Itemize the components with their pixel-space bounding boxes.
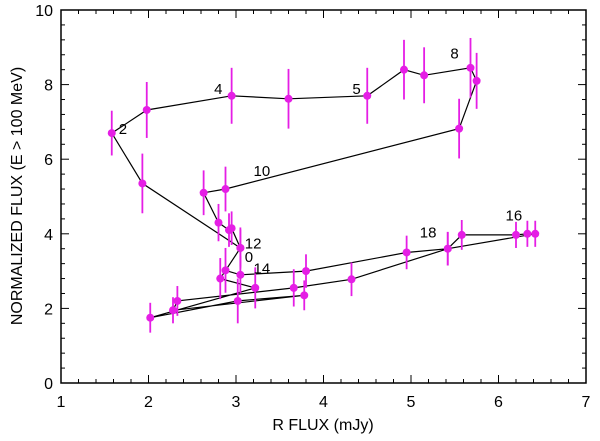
y-axis-title: NORMALIZED FLUX (E > 100 MeV) <box>9 67 26 325</box>
data-point <box>236 270 245 279</box>
data-point <box>173 296 182 305</box>
data-point <box>472 76 481 85</box>
data-point <box>512 230 520 239</box>
y-tick-label: 8 <box>44 78 53 95</box>
data-line <box>110 67 536 319</box>
data-point <box>400 65 408 74</box>
data-point <box>466 63 475 72</box>
data-point <box>221 185 230 194</box>
y-tick-label: 6 <box>44 152 53 169</box>
plot-frame <box>60 9 587 384</box>
data-point <box>523 229 532 238</box>
data-point <box>225 226 233 235</box>
point-annotation: 2 <box>119 121 127 138</box>
y-tick-label: 4 <box>44 227 53 244</box>
data-point <box>227 91 236 100</box>
x-tick-label: 3 <box>232 394 241 411</box>
point-annotation: 16 <box>506 208 523 225</box>
x-tick-label: 7 <box>582 394 591 411</box>
data-point <box>251 283 260 292</box>
x-tick-label: 1 <box>57 394 66 411</box>
data-point <box>216 274 225 283</box>
point-annotation: 4 <box>214 81 222 98</box>
x-tick-label: 2 <box>144 394 153 411</box>
data-point <box>531 229 540 238</box>
point-annotation: 18 <box>420 225 437 242</box>
data-point <box>233 296 242 305</box>
data-point <box>420 71 429 80</box>
y-tick-label: 2 <box>44 301 53 318</box>
axis-ticks <box>60 9 587 384</box>
data-point <box>300 291 309 300</box>
data-points <box>107 63 540 322</box>
point-annotation: 14 <box>254 261 271 278</box>
x-tick-label: 4 <box>319 394 328 411</box>
x-axis-title: R FLUX (mJy) <box>272 417 373 434</box>
data-point <box>284 94 293 103</box>
point-annotation: 0 <box>245 249 253 266</box>
x-tick-label: 6 <box>494 394 503 411</box>
x-tick-labels: 1 2 3 4 5 6 7 <box>57 394 591 411</box>
data-point <box>199 188 208 197</box>
data-point <box>107 129 116 138</box>
x-tick-label: 5 <box>407 394 416 411</box>
data-point <box>169 306 177 315</box>
data-point <box>138 179 147 188</box>
data-point <box>142 105 151 114</box>
y-tick-label: 0 <box>44 376 53 393</box>
y-tick-label: 10 <box>35 3 53 20</box>
data-point <box>289 283 298 292</box>
point-annotations: 0 2 4 5 8 10 12 14 16 18 <box>119 45 522 277</box>
point-annotation: 5 <box>352 81 360 98</box>
data-point <box>347 275 356 284</box>
data-point <box>302 267 310 276</box>
data-point <box>214 218 223 227</box>
error-bars <box>110 37 537 333</box>
data-point <box>402 248 411 257</box>
data-point <box>443 244 452 253</box>
data-point <box>457 230 466 239</box>
data-point <box>221 266 230 275</box>
data-point <box>455 124 464 133</box>
point-annotation: 8 <box>450 45 458 62</box>
point-annotation: 12 <box>245 236 262 253</box>
data-point <box>236 243 245 252</box>
point-annotation: 10 <box>254 163 271 180</box>
data-point <box>146 313 155 322</box>
data-point <box>363 91 372 100</box>
series-connecting-line <box>110 67 536 319</box>
y-tick-labels: 0 2 4 6 8 10 <box>35 3 53 393</box>
